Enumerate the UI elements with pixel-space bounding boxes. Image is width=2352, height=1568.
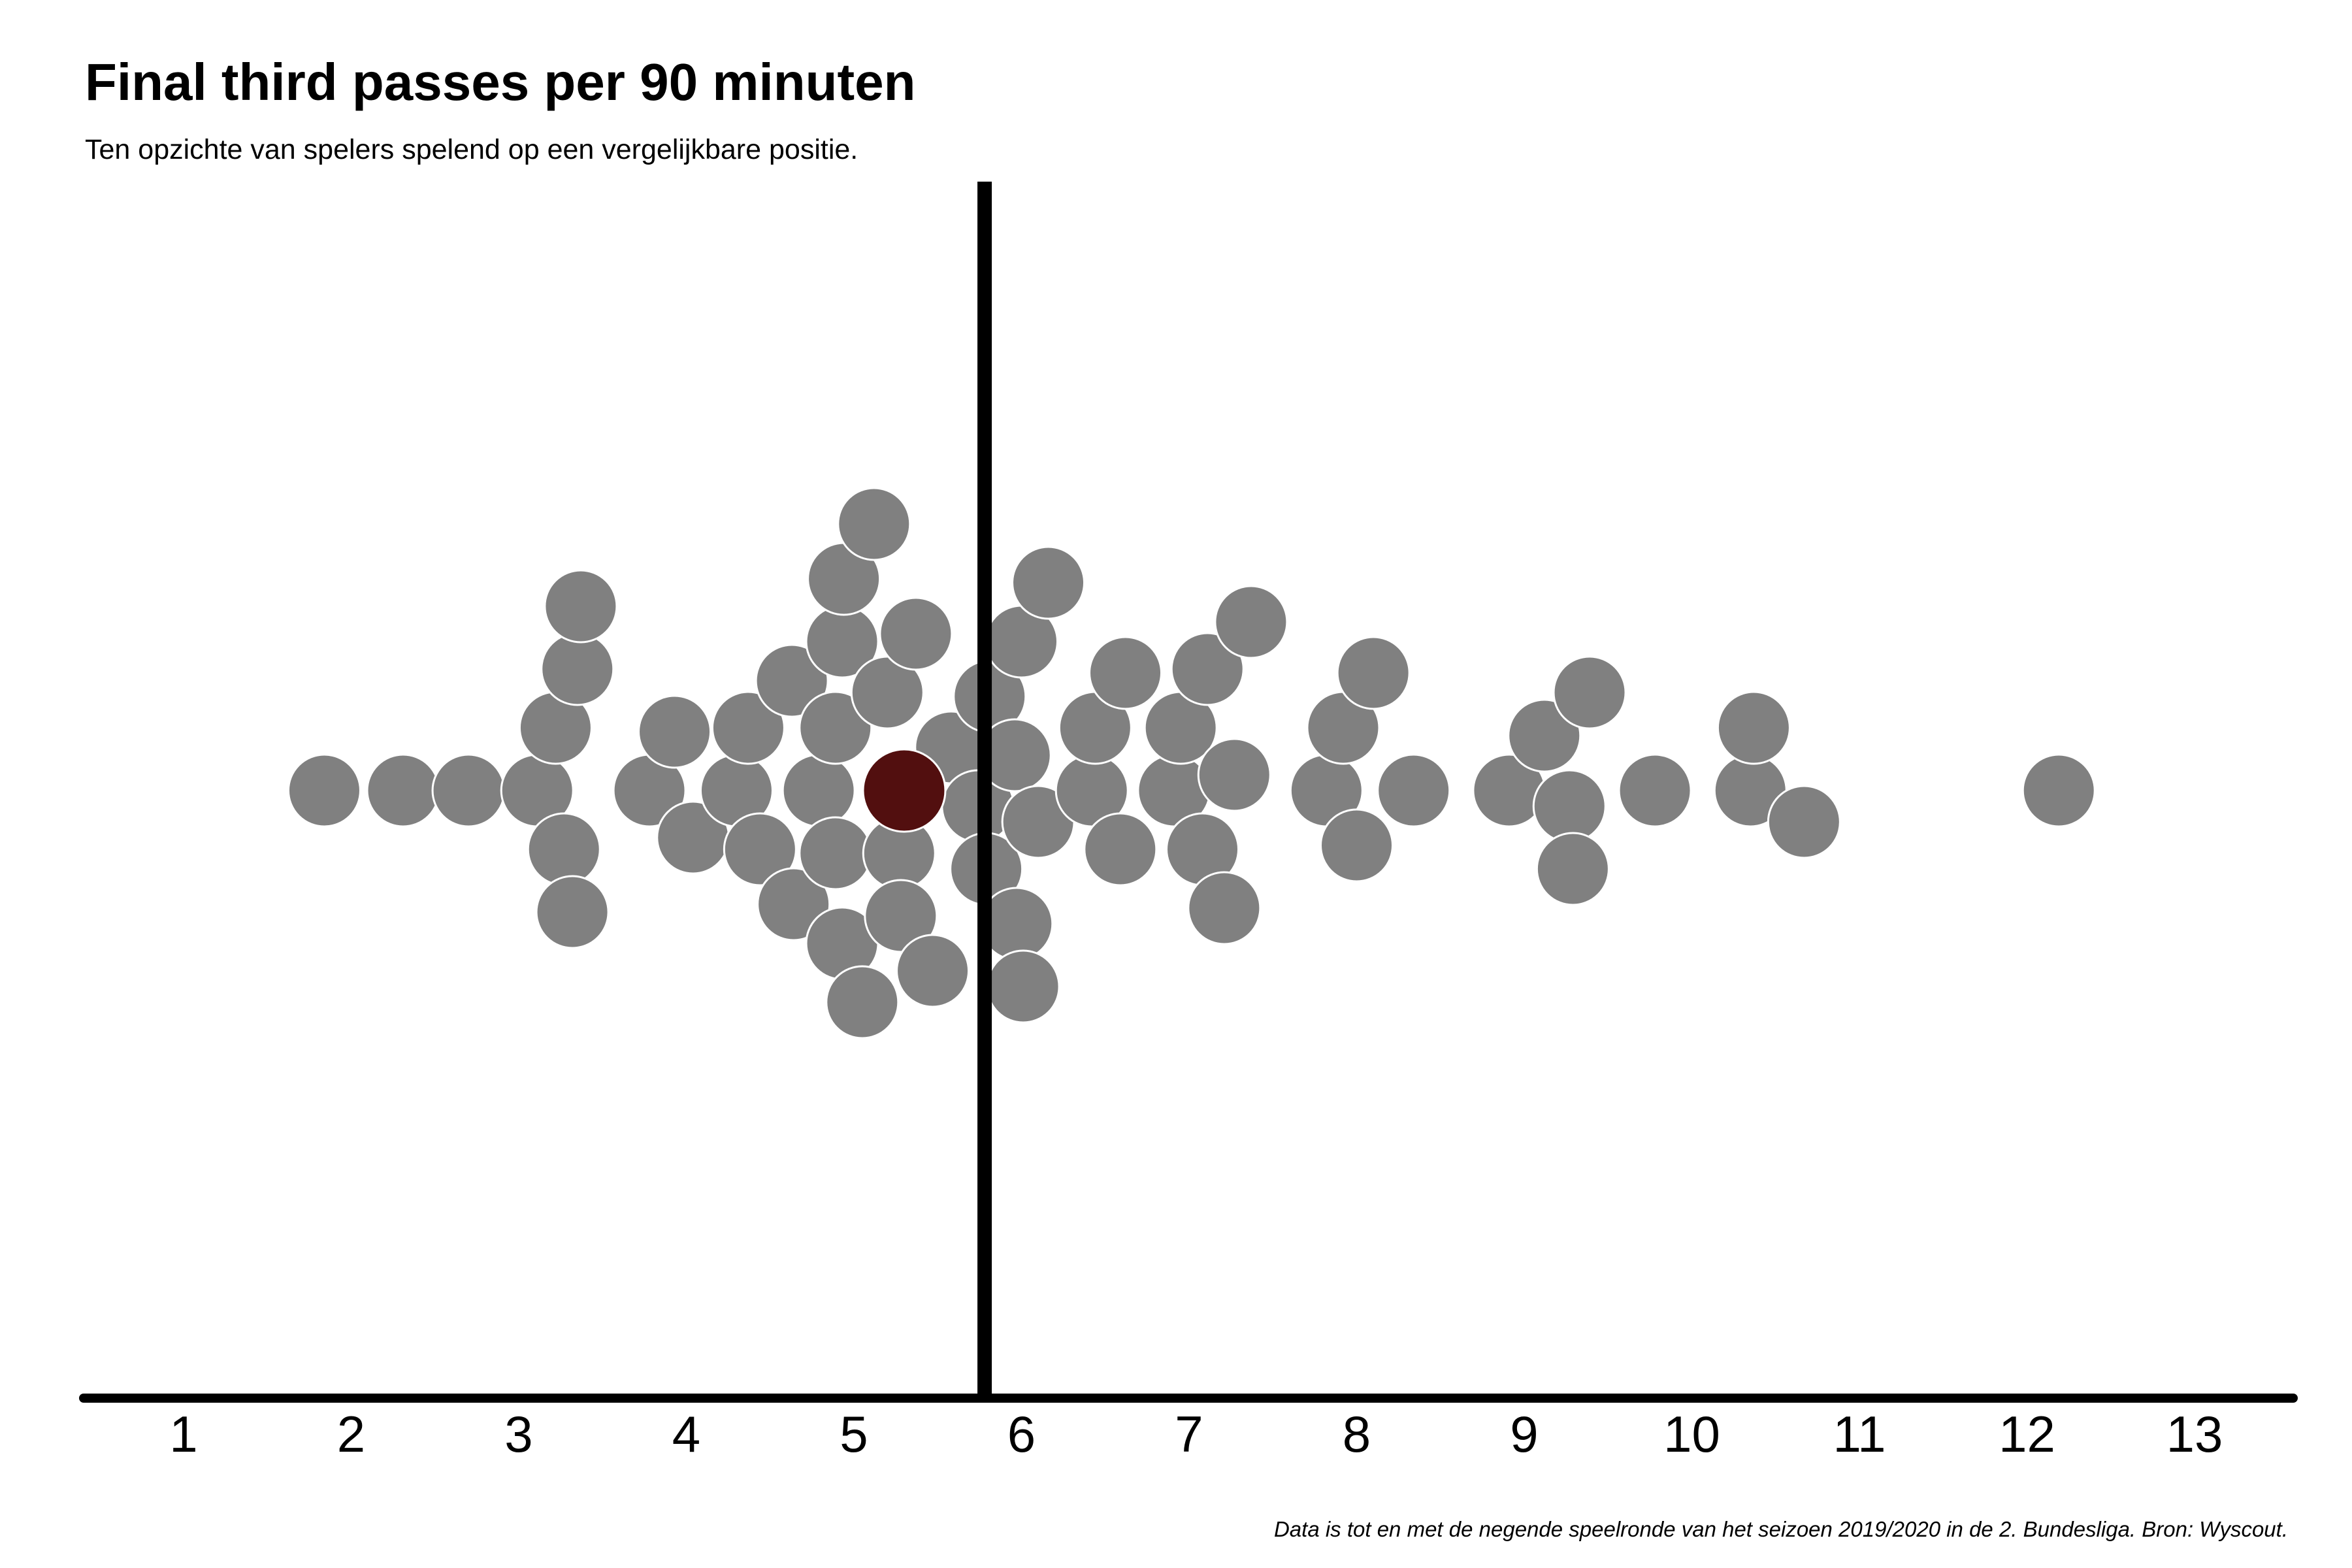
player-point [2021,753,2096,828]
player-point [1377,753,1451,828]
player-point [798,816,873,890]
player-point [1197,738,1271,812]
player-point [1552,655,1627,730]
player-point [1716,691,1791,765]
player-point [527,812,601,887]
chart-subtitle: Ten opzichte van spelers spelend op een … [85,134,858,165]
player-point [986,949,1060,1024]
x-tick-label: 8 [1343,1405,1371,1463]
x-tick-label: 5 [840,1405,868,1463]
player-point [711,691,785,765]
x-tick-label: 10 [1663,1405,1720,1463]
x-tick-label: 3 [504,1405,532,1463]
player-point [1187,871,1262,945]
x-tick-label: 12 [1999,1405,2055,1463]
player-point [825,965,900,1039]
player-point [1336,636,1411,710]
player-point [1083,812,1158,887]
player-point [1532,769,1607,843]
player-point [540,632,615,706]
player-point [535,875,610,949]
player-point [287,753,361,828]
player-point [1088,636,1163,710]
x-tick-label: 1 [169,1405,197,1463]
highlighted-player-point [862,748,947,833]
player-point [837,487,911,561]
player-point [798,691,873,765]
player-point [879,596,953,671]
player-point [723,812,797,887]
player-point [755,644,829,718]
player-point [638,694,712,769]
x-tick-label: 2 [337,1405,365,1463]
player-point [1618,753,1692,828]
player-point [431,753,506,828]
x-tick-label: 6 [1007,1405,1036,1463]
x-axis-tick-labels: 1 2 3 4 5 6 7 8 9 10 11 12 13 [169,1405,2223,1463]
player-point [1320,808,1394,883]
data-points [287,487,2096,1039]
x-tick-label: 7 [1175,1405,1203,1463]
x-tick-label: 13 [2166,1405,2223,1463]
x-tick-label: 11 [1833,1405,1886,1463]
x-tick-label: 9 [1510,1405,1538,1463]
player-point [1170,632,1245,706]
player-point [864,879,938,953]
x-tick-label: 4 [672,1405,700,1463]
player-point [757,867,831,941]
player-point [1214,585,1288,659]
chart-title: Final third passes per 90 minuten [85,53,916,111]
player-point [366,753,440,828]
player-point [1507,698,1582,773]
source-caption: Data is tot en met de negende speelronde… [1273,1517,2288,1541]
player-point [781,753,856,828]
player-point [1011,546,1086,620]
player-point [896,934,970,1008]
player-point [544,569,618,644]
player-point [1535,832,1610,906]
player-point [1767,785,1841,859]
